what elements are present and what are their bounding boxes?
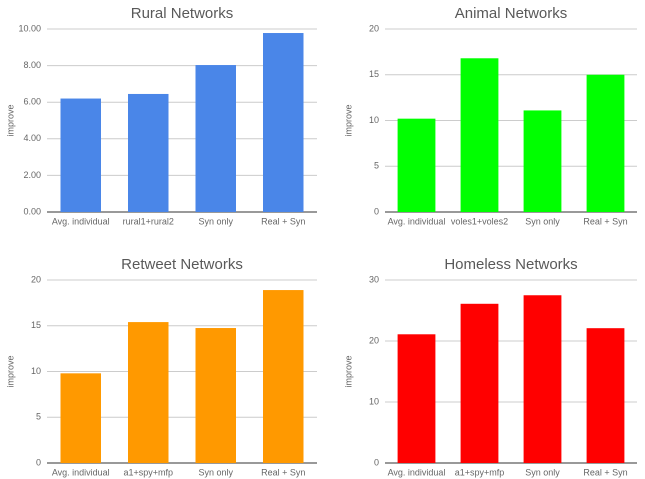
x-tick-label: Avg. individual [388,467,446,477]
y-axis-label: improve [5,104,15,136]
y-tick-label: 20 [369,23,379,33]
y-tick-label: 5 [36,412,41,422]
bar [263,290,304,463]
bar [397,334,436,463]
bar [60,373,101,463]
bar [128,322,169,463]
x-tick-label: Syn only [198,467,233,477]
y-tick-label: 2.00 [23,170,41,180]
chart-title: Animal Networks [455,5,568,22]
y-axis-label: improve [343,104,353,136]
y-tick-label: 15 [31,320,41,330]
bar [195,328,236,463]
bar [460,58,499,212]
chart-title: Retweet Networks [121,256,243,273]
x-tick-label: Real + Syn [583,216,627,226]
x-tick-label: Real + Syn [261,467,305,477]
y-tick-label: 4.00 [23,133,41,143]
x-tick-label: Avg. individual [388,216,446,226]
x-tick-label: a1+spy+mfp [455,467,505,477]
bar [195,65,236,213]
x-tick-label: rural1+rural2 [123,216,174,226]
y-tick-label: 6.00 [23,97,41,107]
x-tick-label: Syn only [198,216,233,226]
bar [60,98,101,212]
y-tick-label: 10.00 [18,23,41,33]
y-tick-label: 20 [31,274,41,284]
y-tick-label: 5 [374,161,379,171]
bar [586,328,625,463]
x-tick-label: Real + Syn [583,467,627,477]
x-tick-label: voles1+voles2 [451,216,508,226]
x-tick-label: Avg. individual [52,467,110,477]
chart-title: Rural Networks [131,5,234,22]
y-tick-label: 0 [36,457,41,467]
bar [263,33,304,212]
y-tick-label: 20 [369,335,379,345]
y-axis-label: improve [343,355,353,387]
bar [397,118,436,212]
x-tick-label: Avg. individual [52,216,110,226]
y-tick-label: 0.00 [23,206,41,216]
bar [523,295,562,463]
y-tick-label: 10 [369,396,379,406]
y-tick-label: 8.00 [23,60,41,70]
bar [586,74,625,212]
y-tick-label: 15 [369,69,379,79]
y-tick-label: 30 [369,274,379,284]
y-tick-label: 0 [374,457,379,467]
chart-title: Homeless Networks [444,256,577,273]
y-tick-label: 0 [374,206,379,216]
y-axis-label: improve [5,355,15,387]
x-tick-label: Real + Syn [261,216,305,226]
bar [128,93,169,212]
bar [523,110,562,212]
bar [460,303,499,463]
x-tick-label: a1+spy+mfp [123,467,173,477]
x-tick-label: Syn only [525,467,560,477]
x-tick-label: Syn only [525,216,560,226]
y-tick-label: 10 [31,366,41,376]
y-tick-label: 10 [369,115,379,125]
